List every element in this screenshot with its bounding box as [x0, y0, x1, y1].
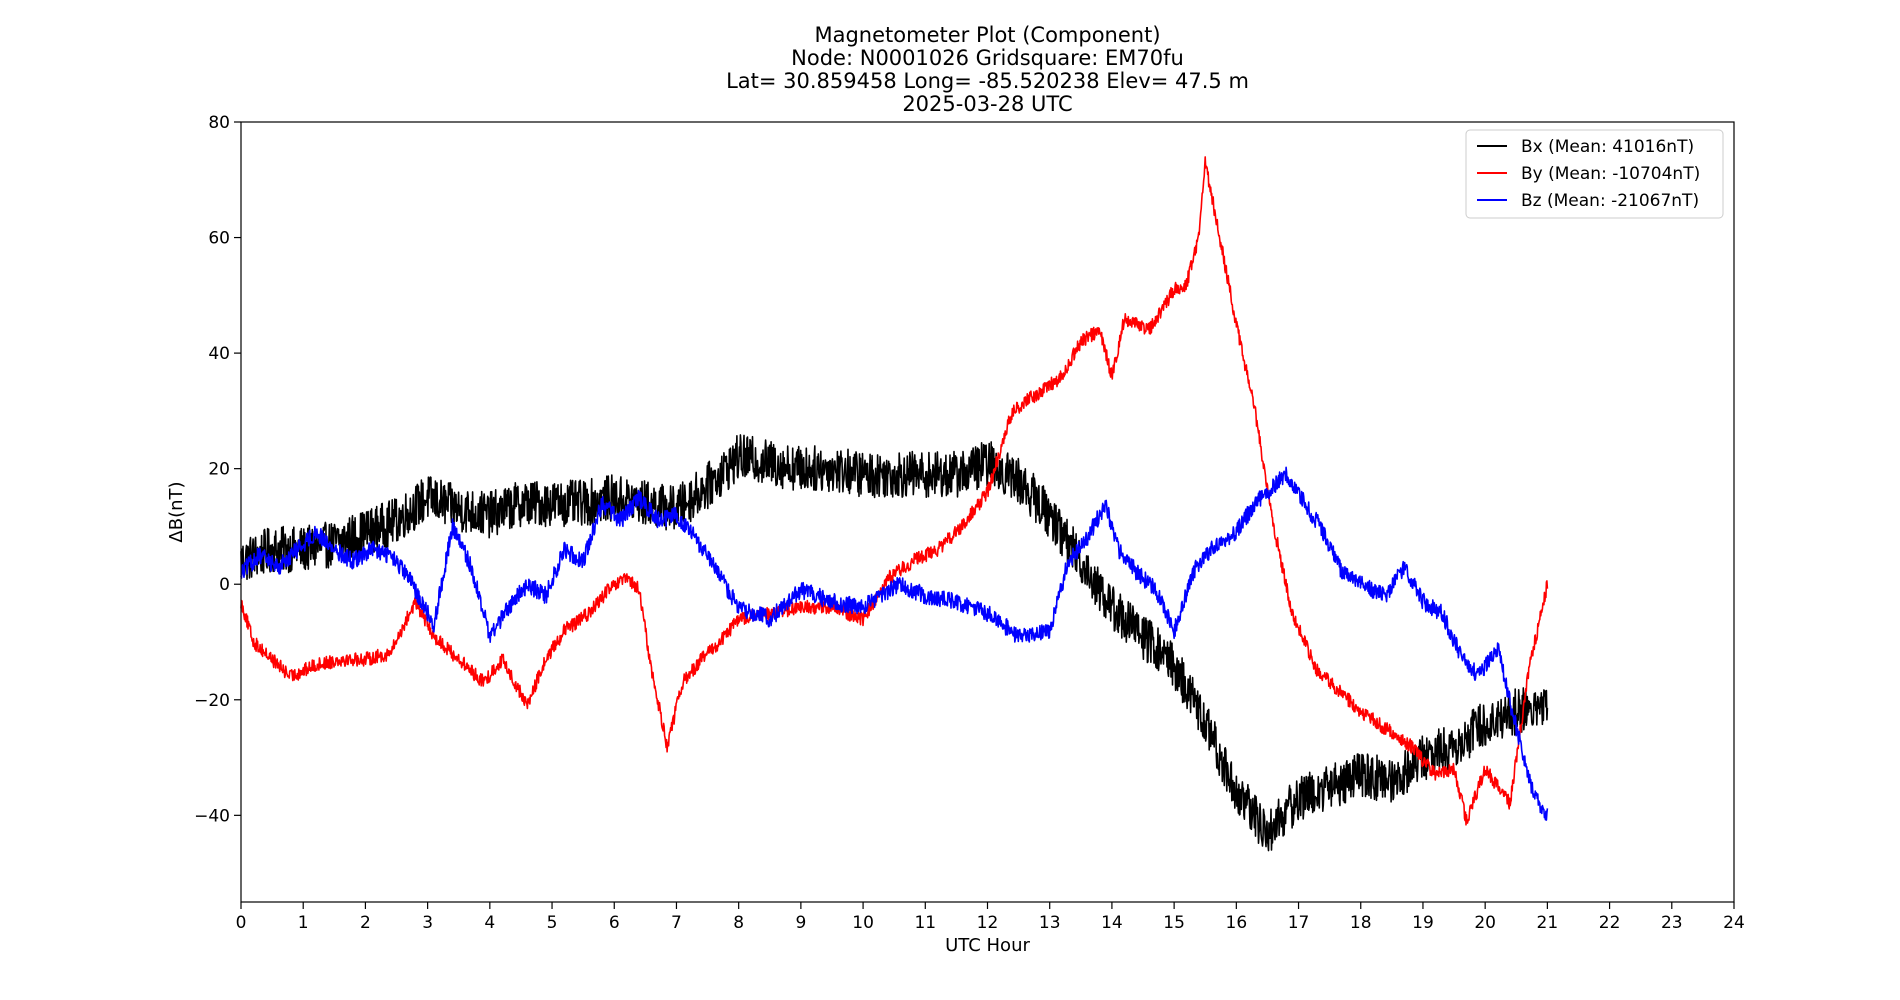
x-tick-label: 20 [1474, 913, 1496, 933]
x-tick-label: 23 [1661, 913, 1683, 933]
x-tick-label: 24 [1723, 913, 1745, 933]
y-tick-label: −40 [194, 806, 230, 826]
x-tick-label: 2 [360, 913, 371, 933]
x-tick-label: 4 [484, 913, 495, 933]
x-tick-label: 22 [1599, 913, 1621, 933]
x-tick-label: 6 [609, 913, 620, 933]
x-tick-label: 3 [422, 913, 433, 933]
y-tick-label: 40 [208, 344, 230, 364]
legend-entry: By (Mean: -10704nT) [1521, 164, 1700, 184]
x-tick-label: 15 [1163, 913, 1185, 933]
y-axis-label: ΔB(nT) [166, 481, 187, 542]
title-line: Magnetometer Plot (Component) [814, 23, 1160, 47]
x-tick-label: 7 [671, 913, 682, 933]
x-tick-label: 18 [1350, 913, 1372, 933]
x-tick-label: 19 [1412, 913, 1434, 933]
x-tick-label: 1 [298, 913, 309, 933]
title-line: 2025-03-28 UTC [902, 92, 1072, 116]
x-tick-label: 14 [1101, 913, 1123, 933]
series-line-bx [240, 434, 1549, 852]
x-tick-label: 5 [547, 913, 558, 933]
x-tick-label: 11 [914, 913, 936, 933]
y-tick-label: 0 [219, 575, 230, 595]
x-axis-label: UTC Hour [945, 935, 1030, 956]
series-line-bz [240, 466, 1549, 821]
title-line: Lat= 30.859458 Long= -85.520238 Elev= 47… [726, 69, 1249, 93]
x-tick-label: 21 [1537, 913, 1559, 933]
x-tick-label: 17 [1288, 913, 1310, 933]
chart-title: Magnetometer Plot (Component)Node: N0001… [726, 23, 1249, 116]
y-tick-label: 20 [208, 460, 230, 480]
x-tick-label: 12 [977, 913, 999, 933]
legend-box [1465, 129, 1724, 219]
legend-entry: Bx (Mean: 41016nT) [1521, 137, 1694, 157]
plot-series [240, 156, 1549, 852]
x-tick-label: 0 [236, 913, 247, 933]
x-tick-label: 13 [1039, 913, 1061, 933]
x-axis: 0 1 2 3 4 5 6 7 8 9 10 11 12 13 14 15 16 17 18 19 20 21 22 23 24 [236, 902, 1745, 933]
title-line: Node: N0001026 Gridsquare: EM70fu [791, 46, 1184, 70]
legend: Bx (Mean: 41016nT) By (Mean: -10704nT) Bz … [1465, 129, 1724, 219]
y-tick-label: 60 [208, 229, 230, 249]
y-tick-label: −20 [194, 691, 230, 711]
legend-entry: Bz (Mean: -21067nT) [1521, 191, 1699, 211]
x-tick-label: 9 [795, 913, 806, 933]
y-tick-label: 80 [208, 113, 230, 133]
x-tick-label: 10 [852, 913, 874, 933]
x-tick-label: 16 [1226, 913, 1248, 933]
series-line-by [240, 156, 1549, 826]
y-axis: −40 −20 0 20 40 60 80 [194, 113, 241, 826]
x-tick-label: 8 [733, 913, 744, 933]
